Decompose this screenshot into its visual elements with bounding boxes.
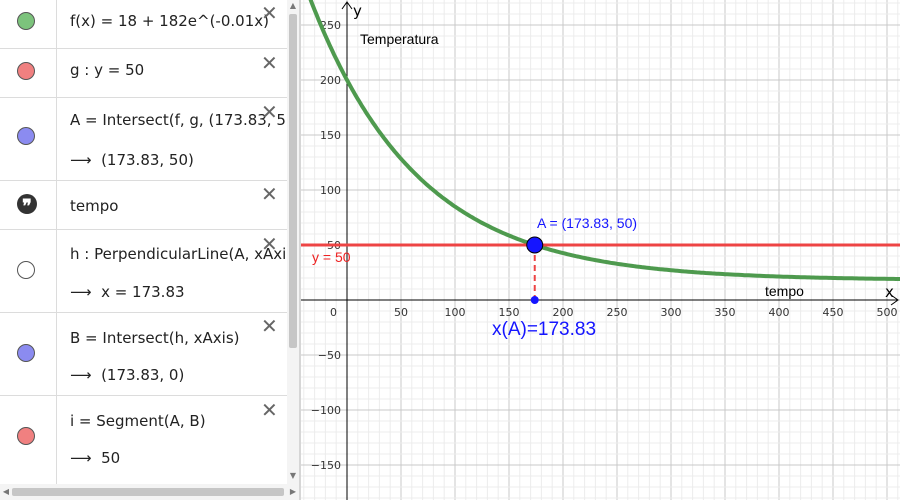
output-arrow-icon: ⟶	[70, 366, 92, 384]
scroll-up-icon[interactable]: ▲	[289, 1, 297, 10]
algebra-input[interactable]: B = Intersect(h, xAxis)	[70, 329, 240, 347]
close-icon[interactable]: ✕	[261, 232, 278, 256]
row-divider	[56, 97, 57, 180]
tick-labels: 50 100 150 200 250 300 350 400 450 500 −150 −100 −50…	[311, 19, 898, 472]
close-icon[interactable]: ✕	[261, 314, 278, 338]
scroll-down-icon[interactable]: ▼	[289, 471, 297, 480]
output-value: x = 173.83	[101, 283, 185, 301]
x-tick-label: 450	[823, 306, 844, 319]
grid	[301, 0, 900, 500]
algebra-input[interactable]: h : PerpendicularLine(A, xAxis)	[70, 245, 285, 263]
algebra-output: ⟶ 50	[70, 449, 120, 467]
algebra-input[interactable]: g : y = 50	[70, 61, 145, 79]
output-arrow-icon: ⟶	[70, 449, 92, 467]
x-tick-label: 400	[769, 306, 790, 319]
visibility-toggle-icon[interactable]	[17, 427, 35, 445]
row-divider	[56, 48, 57, 97]
algebra-item-tempo[interactable]: ❞ tempo ✕	[0, 180, 287, 230]
visibility-toggle-icon[interactable]	[17, 344, 35, 362]
close-icon[interactable]: ✕	[261, 1, 278, 25]
x-tick-label: 50	[394, 306, 408, 319]
y-axis-arrow-icon	[341, 1, 353, 10]
quote-icon[interactable]: ❞	[17, 194, 37, 214]
text-temperatura[interactable]: Temperatura	[360, 31, 439, 47]
graphics-view[interactable]: 50 100 150 200 250 300 350 400 450 500 −150 −100 −50…	[301, 0, 900, 500]
x-axis-arrow-icon	[890, 294, 899, 306]
y-tick-label: 200	[320, 74, 341, 87]
scroll-right-icon[interactable]: ▶	[289, 487, 297, 496]
algebra-input[interactable]: A = Intersect(f, g, (173.83, 50))	[70, 111, 285, 129]
text-tempo[interactable]: tempo	[765, 283, 804, 299]
output-arrow-icon: ⟶	[70, 283, 92, 301]
origin-label: 0	[330, 306, 337, 319]
horizontal-scroll-thumb[interactable]	[12, 488, 284, 496]
output-arrow-icon: ⟶	[70, 151, 92, 169]
y-tick-label: 150	[320, 129, 341, 142]
row-divider	[56, 0, 57, 48]
label-point-A: A = (173.83, 50)	[537, 215, 637, 231]
label-x-of-A: x(A)=173.83	[492, 319, 596, 340]
close-icon[interactable]: ✕	[261, 182, 278, 206]
row-divider	[56, 229, 57, 312]
row-divider	[56, 312, 57, 395]
y-axis-label: y	[353, 2, 362, 20]
x-tick-label: 500	[877, 306, 898, 319]
scroll-left-icon[interactable]: ◀	[2, 487, 10, 496]
row-divider	[56, 180, 57, 229]
panel-divider[interactable]	[299, 0, 301, 500]
algebra-item-g[interactable]: g : y = 50 ✕	[0, 48, 287, 98]
y-tick-label: −100	[311, 404, 341, 417]
close-icon[interactable]: ✕	[261, 398, 278, 422]
output-value: (173.83, 0)	[101, 366, 185, 384]
label-g: y = 50	[312, 249, 351, 265]
x-axis-label: x	[885, 283, 894, 301]
axes	[301, 1, 899, 500]
algebra-input[interactable]: f(x) = 18 + 182e^(-0.01x)	[70, 12, 269, 30]
y-tick-label: −50	[318, 349, 341, 362]
output-value: (173.83, 50)	[101, 151, 194, 169]
point-B[interactable]	[530, 296, 539, 304]
visibility-toggle-icon[interactable]	[17, 261, 35, 279]
close-icon[interactable]: ✕	[261, 100, 278, 124]
function-f-curve[interactable]	[304, 0, 900, 281]
x-tick-label: 300	[661, 306, 682, 319]
x-tick-label: 250	[607, 306, 628, 319]
algebra-item-a[interactable]: A = Intersect(f, g, (173.83, 50)) ⟶ (173.…	[0, 97, 287, 181]
row-divider	[56, 395, 57, 484]
x-tick-label: 200	[553, 306, 574, 319]
algebra-item-f[interactable]: f(x) = 18 + 182e^(-0.01x) ✕	[0, 0, 287, 49]
y-tick-label: 250	[320, 19, 341, 32]
x-tick-label: 150	[499, 306, 520, 319]
visibility-toggle-icon[interactable]	[17, 12, 35, 30]
algebra-output: ⟶ x = 173.83	[70, 283, 185, 301]
algebra-output: ⟶ (173.83, 50)	[70, 151, 194, 169]
close-icon[interactable]: ✕	[261, 51, 278, 75]
algebra-item-h[interactable]: h : PerpendicularLine(A, xAxis) ⟶ x = 173…	[0, 229, 287, 313]
algebra-item-b[interactable]: B = Intersect(h, xAxis) ⟶ (173.83, 0) ✕	[0, 312, 287, 396]
vertical-scroll-thumb[interactable]	[289, 14, 297, 348]
point-A[interactable]	[526, 236, 544, 254]
output-value: 50	[101, 449, 121, 467]
algebra-output: ⟶ (173.83, 0)	[70, 366, 184, 384]
x-tick-label: 350	[715, 306, 736, 319]
y-tick-label: 100	[320, 184, 341, 197]
visibility-toggle-icon[interactable]	[17, 127, 35, 145]
vertical-scrollbar[interactable]: ▲ ▼	[287, 0, 299, 484]
algebra-input[interactable]: tempo	[70, 197, 119, 215]
x-tick-label: 100	[445, 306, 466, 319]
algebra-input[interactable]: i = Segment(A, B)	[70, 412, 206, 430]
horizontal-scrollbar[interactable]: ◀ ▶	[0, 484, 299, 500]
algebra-item-i[interactable]: i = Segment(A, B) ⟶ 50 ✕	[0, 395, 287, 484]
visibility-toggle-icon[interactable]	[17, 62, 35, 80]
algebra-view: f(x) = 18 + 182e^(-0.01x) ✕ g : y = 50 ✕ A =…	[0, 0, 287, 484]
y-tick-label: −150	[311, 459, 341, 472]
